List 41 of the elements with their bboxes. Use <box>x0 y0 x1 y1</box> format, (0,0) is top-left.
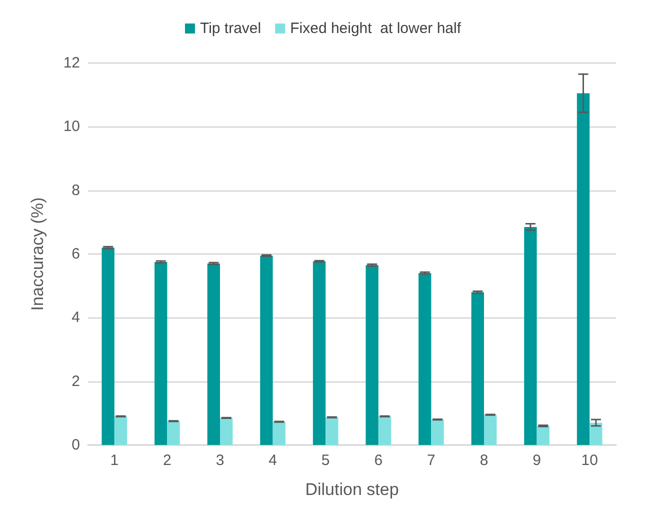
bar <box>207 264 220 445</box>
x-tick-label: 9 <box>532 452 541 469</box>
x-tick-label: 6 <box>374 452 383 469</box>
x-tick-label: 3 <box>216 452 224 469</box>
bar <box>418 273 432 445</box>
x-tick-label: 7 <box>427 452 436 469</box>
y-tick-label: 4 <box>72 309 80 326</box>
y-tick-label: 12 <box>63 54 80 72</box>
bar <box>272 422 286 445</box>
x-tick-label: 10 <box>581 452 598 469</box>
bar <box>366 265 378 445</box>
bar <box>524 226 537 445</box>
y-tick-label: 0 <box>72 436 80 454</box>
x-tick-label: 4 <box>268 452 277 469</box>
bar <box>576 93 590 445</box>
y-tick-label: 10 <box>63 118 80 136</box>
x-axis-title: Dilution step <box>305 480 399 499</box>
bar <box>154 262 168 445</box>
legend-label: Tip travel <box>200 20 262 37</box>
bar <box>167 421 180 445</box>
bar <box>431 420 444 445</box>
bar <box>102 248 114 445</box>
bar <box>484 414 497 445</box>
legend-label: Fixed height at lower half <box>290 20 462 37</box>
y-axis-title: Inaccuracy (%) <box>28 197 47 311</box>
x-tick-label: 1 <box>110 452 119 469</box>
bar <box>260 256 273 445</box>
bar <box>114 416 128 445</box>
bar <box>471 292 484 445</box>
bar <box>220 418 233 445</box>
bar <box>326 417 338 445</box>
bar <box>536 426 550 445</box>
x-tick-label: 2 <box>163 452 172 469</box>
y-tick-label: 2 <box>72 372 80 390</box>
x-tick-label: 8 <box>480 452 488 469</box>
bar <box>312 261 326 445</box>
y-tick-label: 6 <box>72 246 80 262</box>
x-tick-label: 5 <box>321 452 330 469</box>
bar <box>590 422 602 445</box>
bar <box>378 416 392 445</box>
y-tick-label: 8 <box>72 182 80 199</box>
